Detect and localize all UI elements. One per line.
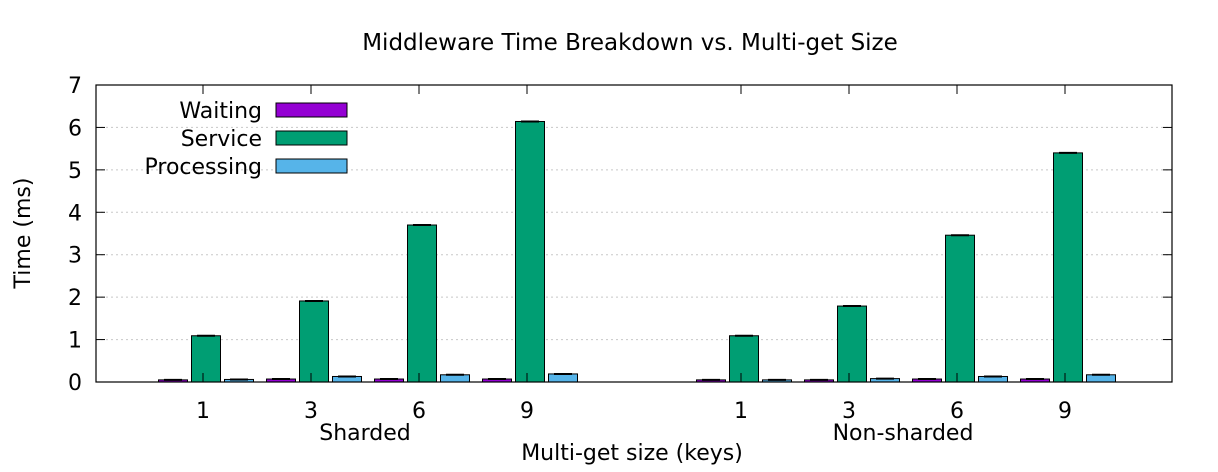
y-tick-label: 2: [68, 286, 82, 311]
x-axis-label: Multi-get size (keys): [521, 441, 743, 466]
bar-sharded-service-6: [407, 224, 437, 383]
x-tick-label: 1: [734, 399, 748, 424]
y-axis-ticks: 0 1 2 3 4 5 6 7: [68, 74, 1172, 396]
legend: Waiting Service Processing: [145, 99, 348, 180]
x-tick-label: 1: [196, 399, 210, 424]
legend-label: Waiting: [179, 99, 262, 124]
x-tick-label: 9: [520, 399, 534, 424]
group-label: Sharded: [319, 421, 411, 446]
bars: [158, 120, 1116, 383]
bar-sharded-processing-9: [548, 373, 578, 383]
bar-sharded-service-1: [191, 335, 221, 383]
legend-swatch: [275, 158, 348, 174]
y-tick-label: 6: [68, 116, 82, 141]
bar-sharded-processing-6: [440, 374, 470, 383]
x-tick-label: 3: [304, 399, 318, 424]
x-axis-ticks: 1 3 6 9 Sharded 1 3 6 9 Non-sharded: [196, 85, 1072, 446]
x-tick-label: 6: [950, 399, 964, 424]
x-tick-label: 9: [1058, 399, 1072, 424]
y-tick-label: 1: [68, 329, 82, 354]
bar-non-sharded-service-3: [837, 305, 867, 383]
x-tick-label: 3: [842, 399, 856, 424]
group-label: Non-sharded: [833, 421, 974, 446]
y-tick-label: 0: [68, 371, 82, 396]
y-axis-label: Time (ms): [11, 178, 36, 290]
legend-label: Processing: [145, 155, 262, 180]
grid-lines: [96, 126, 1172, 341]
y-tick-label: 5: [68, 159, 82, 184]
plot-frame: [95, 84, 1173, 383]
chart-title: Middleware Time Breakdown vs. Multi-get …: [362, 30, 898, 56]
bar-non-sharded-processing-9: [1086, 374, 1116, 383]
legend-swatch: [275, 102, 348, 118]
bar-non-sharded-service-1: [729, 335, 759, 383]
y-tick-label: 4: [68, 201, 82, 226]
y-tick-label: 7: [68, 74, 82, 99]
legend-swatch: [275, 130, 348, 146]
bar-non-sharded-service-9: [1053, 152, 1083, 383]
y-tick-label: 3: [68, 244, 82, 269]
x-tick-label: 6: [412, 399, 426, 424]
bar-sharded-service-3: [299, 300, 329, 383]
bar-non-sharded-service-6: [945, 234, 975, 383]
legend-label: Service: [181, 127, 262, 152]
bar-sharded-service-9: [515, 120, 545, 383]
